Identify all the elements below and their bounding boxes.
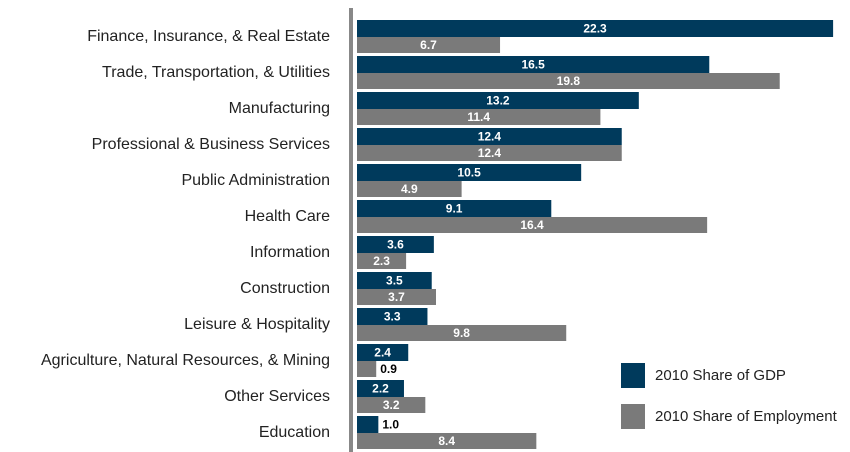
category-label: Agriculture, Natural Resources, & Mining bbox=[41, 352, 330, 369]
category-label: Information bbox=[250, 244, 330, 261]
category-label: Manufacturing bbox=[229, 100, 330, 117]
value-label: 16.4 bbox=[520, 218, 544, 232]
value-label: 2.2 bbox=[372, 382, 389, 396]
bar bbox=[357, 289, 436, 305]
bar bbox=[357, 37, 501, 53]
category-label: Education bbox=[259, 424, 330, 441]
bar bbox=[357, 397, 426, 413]
bar bbox=[357, 145, 622, 161]
bar bbox=[357, 92, 639, 109]
legend-label: 2010 Share of Employment bbox=[655, 408, 838, 425]
legend-swatch bbox=[621, 363, 645, 388]
category-label: Public Administration bbox=[181, 172, 330, 189]
bar bbox=[357, 20, 834, 37]
bar bbox=[357, 217, 708, 233]
bar bbox=[357, 308, 428, 325]
bar bbox=[357, 272, 432, 289]
value-label: 22.3 bbox=[583, 22, 607, 36]
value-label: 3.2 bbox=[383, 398, 400, 412]
bar bbox=[357, 56, 710, 73]
bar bbox=[357, 325, 567, 341]
category-label: Other Services bbox=[224, 388, 330, 405]
category-label: Leisure & Hospitality bbox=[184, 316, 330, 333]
bar bbox=[357, 128, 622, 145]
value-label: 6.7 bbox=[420, 38, 437, 52]
category-label: Trade, Transportation, & Utilities bbox=[102, 64, 330, 81]
bar bbox=[357, 344, 409, 361]
bar bbox=[357, 253, 407, 269]
value-label: 1.0 bbox=[382, 418, 399, 432]
bar bbox=[357, 109, 601, 125]
value-label: 3.6 bbox=[387, 238, 404, 252]
legend-label: 2010 Share of GDP bbox=[655, 367, 786, 384]
bar bbox=[357, 236, 434, 253]
value-label: 12.4 bbox=[478, 130, 502, 144]
category-label: Professional & Business Services bbox=[92, 136, 330, 153]
value-label: 3.3 bbox=[384, 310, 401, 324]
value-label: 2.4 bbox=[374, 346, 391, 360]
value-label: 9.1 bbox=[446, 202, 463, 216]
category-label: Construction bbox=[240, 280, 330, 297]
bar bbox=[357, 73, 780, 89]
value-label: 2.3 bbox=[373, 254, 390, 268]
value-label: 0.9 bbox=[380, 362, 397, 376]
bar bbox=[357, 200, 552, 217]
value-label: 16.5 bbox=[521, 58, 545, 72]
value-label: 11.4 bbox=[467, 110, 490, 124]
value-label: 13.2 bbox=[486, 94, 510, 108]
bar bbox=[357, 433, 537, 449]
category-label: Health Care bbox=[245, 208, 330, 225]
bar bbox=[357, 164, 582, 181]
value-label: 9.8 bbox=[453, 326, 470, 340]
category-label: Finance, Insurance, & Real Estate bbox=[87, 28, 330, 45]
value-label: 4.9 bbox=[401, 182, 418, 196]
bar bbox=[357, 380, 404, 397]
value-label: 3.5 bbox=[386, 274, 403, 288]
value-label: 3.7 bbox=[388, 290, 405, 304]
bar bbox=[357, 416, 379, 433]
value-label: 10.5 bbox=[457, 166, 481, 180]
bar bbox=[357, 181, 462, 197]
bar bbox=[357, 361, 377, 377]
legend-swatch bbox=[621, 404, 645, 429]
value-label: 8.4 bbox=[438, 434, 455, 448]
value-label: 12.4 bbox=[478, 146, 502, 160]
value-label: 19.8 bbox=[557, 74, 581, 88]
